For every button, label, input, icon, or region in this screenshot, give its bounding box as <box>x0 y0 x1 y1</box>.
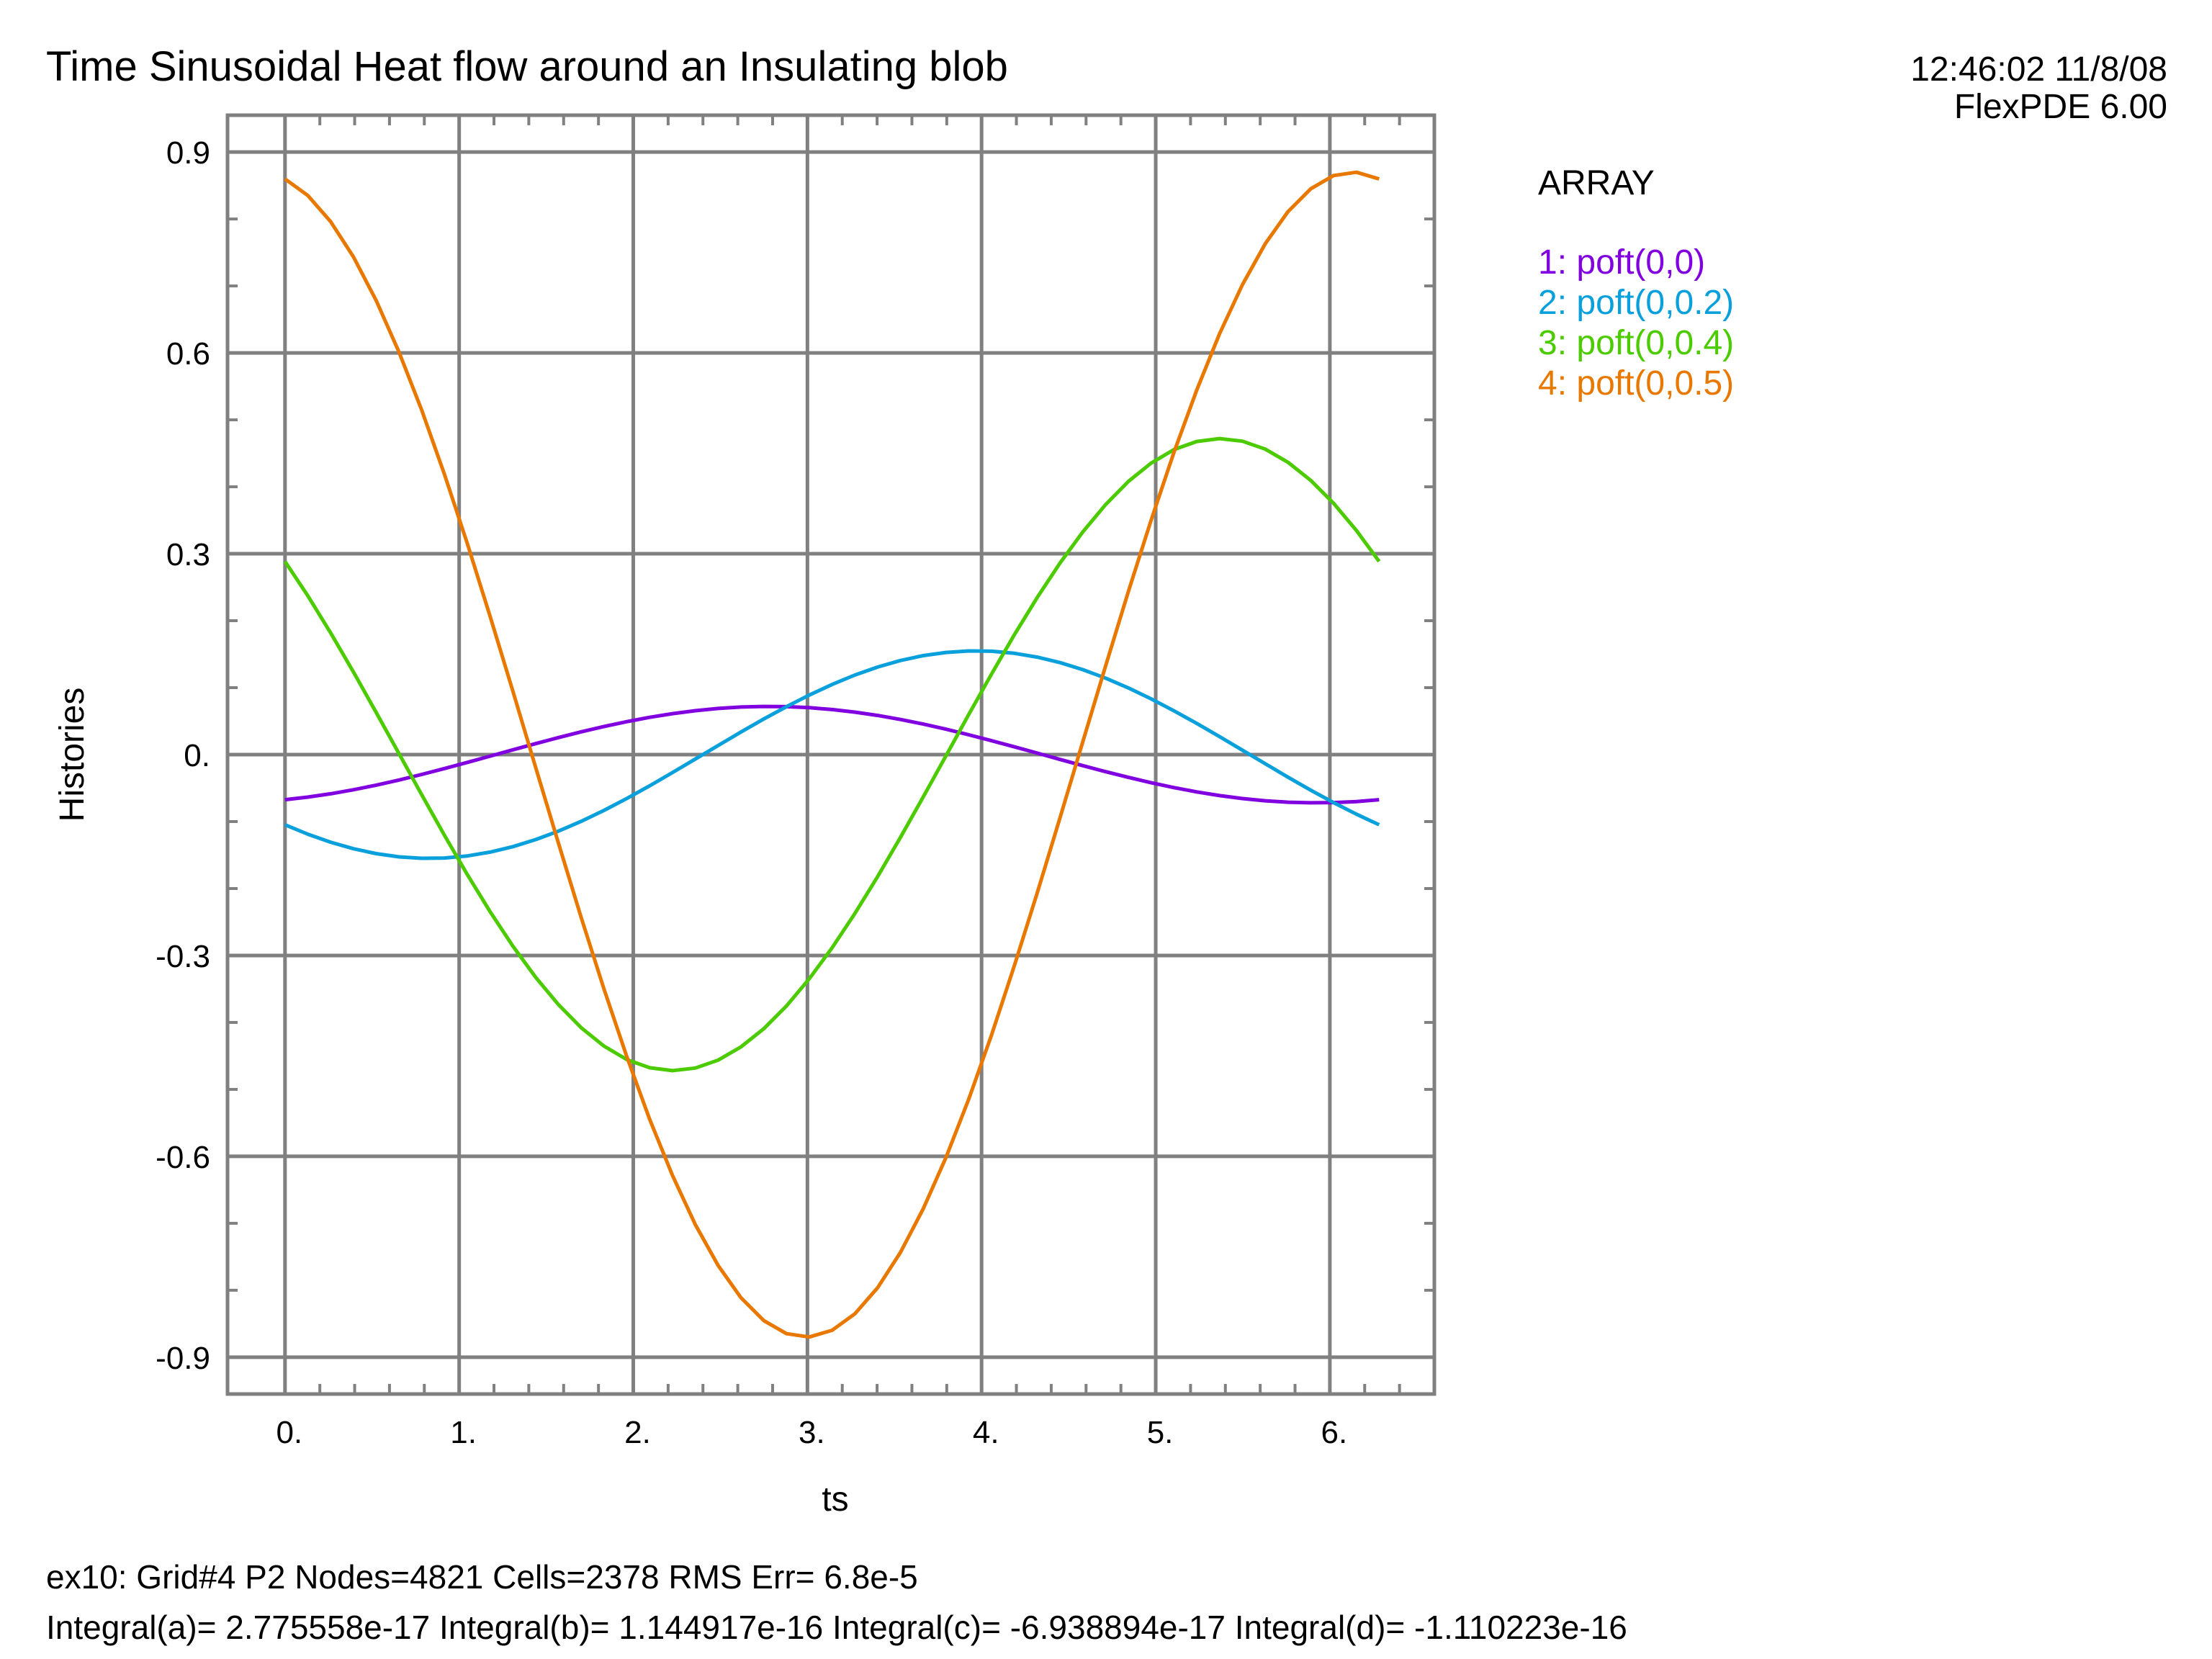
timestamp: 12:46:02 11/8/08 <box>1910 50 2167 89</box>
software-version: FlexPDE 6.00 <box>1954 88 2167 126</box>
plot-frame <box>225 113 1437 1396</box>
legend-title: ARRAY <box>1538 164 1655 202</box>
y-axis-label: Histories <box>53 688 91 822</box>
footer-stats: ex10: Grid#4 P2 Nodes=4821 Cells=2378 RM… <box>46 1558 918 1596</box>
series-line-4 <box>284 170 1380 1339</box>
x-tick-label: 2. <box>624 1415 651 1450</box>
series-lines <box>283 170 1381 1339</box>
y-tick-label: -0.3 <box>156 939 210 974</box>
y-tick-label: 0.3 <box>166 537 210 572</box>
x-tick-label: 3. <box>799 1415 825 1450</box>
grid <box>228 115 1434 1394</box>
series-line-3 <box>283 436 1381 1073</box>
legend-item: 1: poft(0,0) <box>1538 243 1705 282</box>
x-tick-label: 0. <box>276 1415 302 1450</box>
legend: ARRAY 1: poft(0,0)2: poft(0,0.2)3: poft(… <box>1538 164 1734 403</box>
series-line-1 <box>284 704 1380 805</box>
y-tick-label: 0.9 <box>166 135 210 171</box>
x-tick-labels: 0. 1. 2. 3. 4. 5. 6. <box>276 1415 1347 1450</box>
footer-integrals: Integral(a)= 2.775558e-17 Integral(b)= 1… <box>46 1609 1627 1646</box>
y-tick-label: 0. <box>184 738 210 773</box>
legend-item: 3: poft(0,0.4) <box>1538 324 1734 362</box>
legend-item: 4: poft(0,0.5) <box>1538 364 1734 403</box>
y-tick-label: -0.9 <box>156 1341 210 1376</box>
x-tick-label: 4. <box>973 1415 999 1450</box>
chart-title: Time Sinusoidal Heat flow around an Insu… <box>46 43 1008 90</box>
x-tick-label: 1. <box>450 1415 477 1450</box>
y-tick-label: 0.6 <box>166 336 210 372</box>
y-tick-labels: -0.9 -0.6 -0.3 0. 0.3 0.6 0.9 <box>156 135 210 1376</box>
legend-item: 2: poft(0,0.2) <box>1538 284 1734 322</box>
y-tick-label: -0.6 <box>156 1140 210 1175</box>
x-axis-label: ts <box>822 1480 848 1519</box>
x-tick-label: 6. <box>1321 1415 1348 1450</box>
series-line-2 <box>284 649 1380 860</box>
x-tick-label: 5. <box>1147 1415 1174 1450</box>
